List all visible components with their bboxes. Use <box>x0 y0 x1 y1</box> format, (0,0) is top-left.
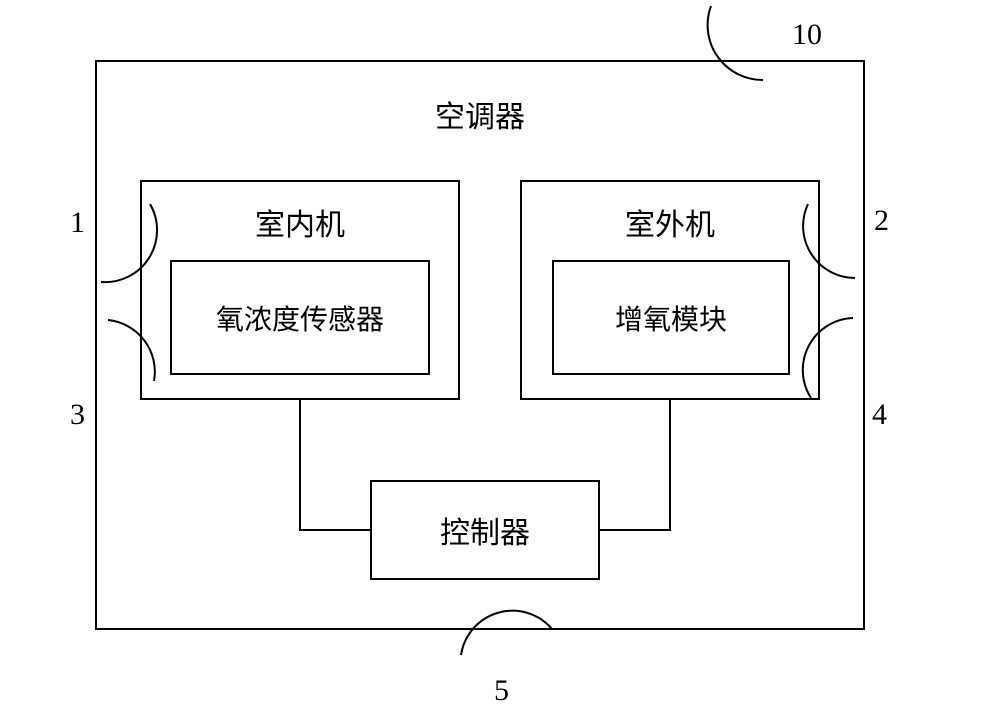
callout-number-3: 3 <box>70 398 85 432</box>
callout-number-4: 4 <box>872 398 887 432</box>
label-o2-sensor: 氧浓度传感器 <box>216 298 384 338</box>
box-controller: 控制器 <box>370 480 600 580</box>
box-o2-module: 增氧模块 <box>552 260 790 375</box>
callout-number-1: 1 <box>70 206 85 240</box>
diagram-canvas: 空调器 室内机 室外机 氧浓度传感器 增氧模块 控制器 10 1 2 3 4 5 <box>0 0 1000 717</box>
callout-number-2: 2 <box>874 204 889 238</box>
callout-number-10: 10 <box>792 18 822 52</box>
callout-number-5: 5 <box>494 674 509 708</box>
label-o2-module: 增氧模块 <box>615 298 727 338</box>
box-o2-sensor: 氧浓度传感器 <box>170 260 430 375</box>
label-air-conditioner: 空调器 <box>95 92 865 136</box>
label-indoor-unit: 室内机 <box>140 200 460 244</box>
label-controller: 控制器 <box>440 508 530 552</box>
label-outdoor-unit: 室外机 <box>520 200 820 244</box>
